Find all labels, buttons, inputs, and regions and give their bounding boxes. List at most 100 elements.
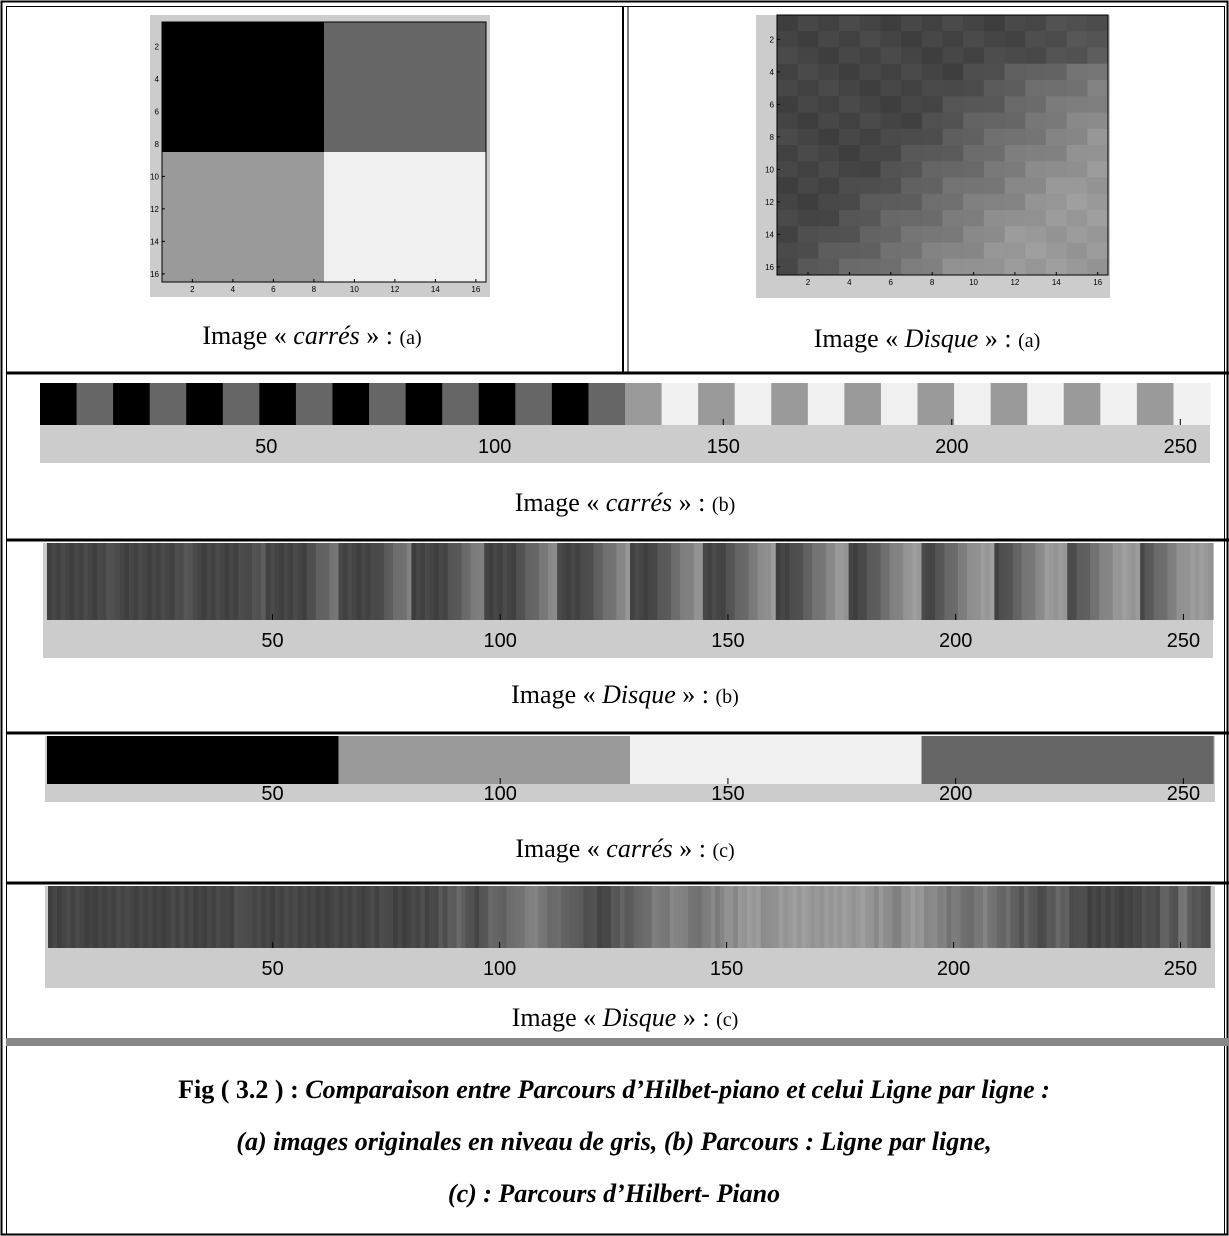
- pixel: [839, 243, 860, 260]
- pixel: [325, 886, 330, 948]
- pixel: [182, 120, 203, 137]
- pixel: [777, 96, 798, 113]
- pixel: [808, 383, 813, 425]
- pixel: [162, 55, 183, 72]
- pixel: [77, 383, 82, 425]
- pixel: [922, 736, 927, 784]
- pixel: [223, 233, 244, 250]
- x-tick-label: 150: [707, 436, 740, 458]
- pixel: [506, 886, 511, 948]
- pixel: [493, 736, 498, 784]
- pixel: [203, 185, 224, 202]
- pixel: [629, 886, 634, 948]
- pixel: [191, 383, 196, 425]
- pixel: [379, 886, 384, 948]
- pixel: [767, 736, 772, 784]
- pixel: [860, 210, 881, 227]
- pixel: [931, 736, 936, 784]
- pixel: [1010, 886, 1015, 948]
- pixel: [489, 543, 494, 620]
- pixel: [981, 736, 986, 784]
- pixel: [402, 543, 407, 620]
- pixel: [738, 886, 743, 948]
- pixel: [1163, 736, 1168, 784]
- pixel: [379, 736, 384, 784]
- pixel: [243, 201, 264, 218]
- x-tick-label: 50: [255, 436, 277, 458]
- pixel: [324, 71, 345, 88]
- pixel: [203, 120, 224, 137]
- pixel: [1005, 243, 1026, 260]
- pixel: [90, 383, 95, 425]
- pixel: [1033, 886, 1038, 948]
- pixel: [365, 217, 386, 234]
- pixel: [880, 226, 901, 243]
- pixel: [323, 383, 328, 425]
- pixel: [147, 736, 152, 784]
- pixel: [525, 886, 530, 948]
- pixel: [263, 250, 284, 267]
- pixel: [780, 736, 785, 784]
- pixel: [792, 886, 797, 948]
- pixel: [243, 168, 264, 185]
- pixel: [1136, 736, 1141, 784]
- pixel: [162, 266, 183, 283]
- caption-name: Disque: [601, 680, 676, 709]
- pixel: [931, 383, 936, 425]
- pixel: [962, 736, 967, 784]
- pixel: [818, 145, 839, 162]
- pixel: [612, 736, 617, 784]
- figure-panel: 50100150200250Image « carrés » : (c): [45, 736, 1215, 863]
- pixel: [284, 266, 305, 283]
- pixel: [1022, 736, 1027, 784]
- pixel: [425, 201, 446, 218]
- pixel: [539, 543, 544, 620]
- pixel: [275, 736, 280, 784]
- pixel: [621, 736, 626, 784]
- pixel: [175, 886, 180, 948]
- pixel: [638, 886, 643, 948]
- pixel: [263, 152, 284, 169]
- pixel: [304, 71, 325, 88]
- pixel: [250, 383, 255, 425]
- pixel: [324, 136, 345, 153]
- pixel: [1196, 383, 1201, 425]
- pixel: [881, 736, 886, 784]
- pixel: [298, 736, 303, 784]
- pixel: [991, 383, 996, 425]
- pixel: [348, 886, 353, 948]
- pixel: [860, 161, 881, 178]
- pixel: [182, 201, 203, 218]
- pixel: [425, 152, 446, 169]
- pixel: [1077, 383, 1082, 425]
- pixel: [735, 736, 740, 784]
- figure-caption-line: (c) : Parcours d’Hilbert- Piano: [448, 1179, 780, 1208]
- pixel: [880, 178, 901, 195]
- pixel: [1067, 243, 1088, 260]
- pixel: [662, 383, 667, 425]
- pixel: [243, 217, 264, 234]
- pixel: [674, 886, 679, 948]
- pixel: [798, 226, 819, 243]
- pixel: [847, 886, 852, 948]
- pixel: [908, 383, 913, 425]
- pixel: [61, 543, 66, 620]
- pixel: [263, 120, 284, 137]
- pixel: [344, 201, 365, 218]
- pixel: [448, 736, 453, 784]
- pixel: [134, 543, 139, 620]
- pixel: [748, 383, 753, 425]
- pixel: [446, 250, 467, 267]
- pixel: [798, 113, 819, 130]
- pixel: [344, 233, 365, 250]
- x-tick-label: 250: [1164, 958, 1197, 980]
- pixel: [405, 185, 426, 202]
- pixel: [203, 38, 224, 55]
- pixel: [1123, 383, 1128, 425]
- pixel: [457, 886, 462, 948]
- pixel: [263, 55, 284, 72]
- x-tick-label: 250: [1164, 436, 1197, 458]
- pixel: [466, 543, 471, 620]
- pixel: [305, 383, 310, 425]
- pixel: [384, 543, 389, 620]
